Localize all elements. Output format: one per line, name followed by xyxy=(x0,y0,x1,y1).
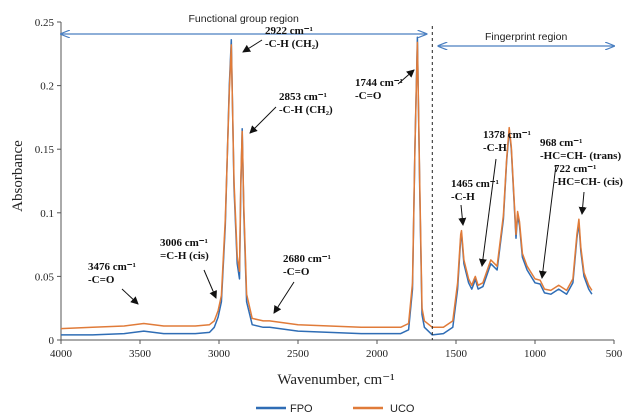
annotation-group: -C=O xyxy=(283,266,310,278)
x-tick-label: 500 xyxy=(606,348,623,360)
y-tick-label: 0.15 xyxy=(35,144,55,156)
y-tick-label: 0.2 xyxy=(40,81,54,93)
x-tick-label: 2000 xyxy=(366,348,389,360)
peak-annotation: 3006 cm⁻¹=C-H (cis) xyxy=(160,237,217,299)
annotation-wavenumber: 968 cm⁻¹ xyxy=(540,137,582,149)
annotation-group: -C=O xyxy=(355,90,382,102)
region-label: Fingerprint region xyxy=(485,31,567,43)
peak-annotation: 1744 cm⁻¹-C=O xyxy=(355,69,415,102)
peak-annotation: 1465 cm⁻¹-C-H xyxy=(451,178,499,226)
annotation-group: -C-H xyxy=(451,191,475,203)
legend-label: FPO xyxy=(290,403,313,415)
legend-item-uco: UCO xyxy=(353,403,415,415)
x-tick-label: 4000 xyxy=(50,348,73,360)
peak-annotation: 2680 cm⁻¹-C=O xyxy=(273,253,331,314)
annotation-wavenumber: 2853 cm⁻¹ xyxy=(279,91,327,103)
peak-annotation: 3476 cm⁻¹-C=O xyxy=(88,261,139,305)
annotation-arrow xyxy=(203,269,217,299)
region-label: Functional group region xyxy=(188,13,298,25)
y-tick-label: 0.25 xyxy=(35,17,55,29)
series-layer xyxy=(60,36,593,336)
annotation-arrow xyxy=(578,191,587,215)
y-tick-label: 0.05 xyxy=(35,271,55,283)
legend-label: UCO xyxy=(390,403,415,415)
annotation-wavenumber: 722 cm⁻¹ xyxy=(554,163,596,175)
x-axis: 4000 3500 3000 2500 2000 1500 1000 500 xyxy=(50,340,623,360)
annotation-arrow xyxy=(478,158,497,267)
y-axis-title: Absorbance xyxy=(10,140,26,212)
annotation-group: -C=O xyxy=(88,274,115,286)
peak-annotation: 968 cm⁻¹-HC=CH- (trans) xyxy=(538,137,621,279)
peak-annotation: 2922 cm⁻¹-C-H (CH₂) xyxy=(242,25,319,53)
annotation-arrow xyxy=(273,281,295,314)
legend-item-fpo: FPO xyxy=(256,403,313,415)
annotation-wavenumber: 2922 cm⁻¹ xyxy=(265,25,313,37)
region-layer: Functional group region Fingerprint regio… xyxy=(61,13,614,340)
x-tick-label: 1500 xyxy=(445,348,468,360)
annotation-wavenumber: 3006 cm⁻¹ xyxy=(160,237,208,249)
annotation-wavenumber: 1378 cm⁻¹ xyxy=(483,129,531,141)
x-axis-title: Wavenumber, cm⁻¹ xyxy=(277,372,394,388)
series-line-uco xyxy=(60,41,593,330)
peak-annotation: 2853 cm⁻¹-C-H (CH₂) xyxy=(249,91,333,134)
y-tick-label: 0 xyxy=(49,335,55,347)
y-tick-label: 0.1 xyxy=(40,208,54,220)
x-tick-label: 2500 xyxy=(287,348,310,360)
annotation-arrow xyxy=(538,164,557,279)
series-line-fpo xyxy=(61,36,593,336)
annotation-arrow xyxy=(458,204,467,226)
annotation-arrow xyxy=(249,106,277,134)
legend: FPO UCO xyxy=(256,403,415,415)
peak-annotation: 1378 cm⁻¹-C-H xyxy=(478,129,531,267)
annotation-group: =C-H (cis) xyxy=(160,250,209,262)
annotation-group: -C-H xyxy=(483,142,507,154)
peak-annotation: 722 cm⁻¹-HC=CH- (cis) xyxy=(554,163,623,215)
x-tick-label: 3500 xyxy=(129,348,152,360)
annotation-arrow xyxy=(242,39,263,53)
annotation-arrow xyxy=(121,288,139,305)
annotation-arrow xyxy=(397,69,415,85)
annotation-group: -HC=CH- (trans) xyxy=(540,150,621,162)
annotation-group: -C-H (CH₂) xyxy=(265,38,319,50)
plot-frame xyxy=(60,22,614,341)
x-tick-label: 3000 xyxy=(208,348,231,360)
annotation-wavenumber: 3476 cm⁻¹ xyxy=(88,261,136,273)
x-tick-label: 1000 xyxy=(524,348,547,360)
annotation-group: -C-H (CH₂) xyxy=(279,104,333,116)
annotation-group: -HC=CH- (cis) xyxy=(554,176,623,188)
annotation-wavenumber: 1744 cm⁻¹ xyxy=(355,77,403,89)
y-axis: 0 0.05 0.1 0.15 0.2 0.25 xyxy=(35,17,61,347)
annotation-wavenumber: 2680 cm⁻¹ xyxy=(283,253,331,265)
annotation-wavenumber: 1465 cm⁻¹ xyxy=(451,178,499,190)
